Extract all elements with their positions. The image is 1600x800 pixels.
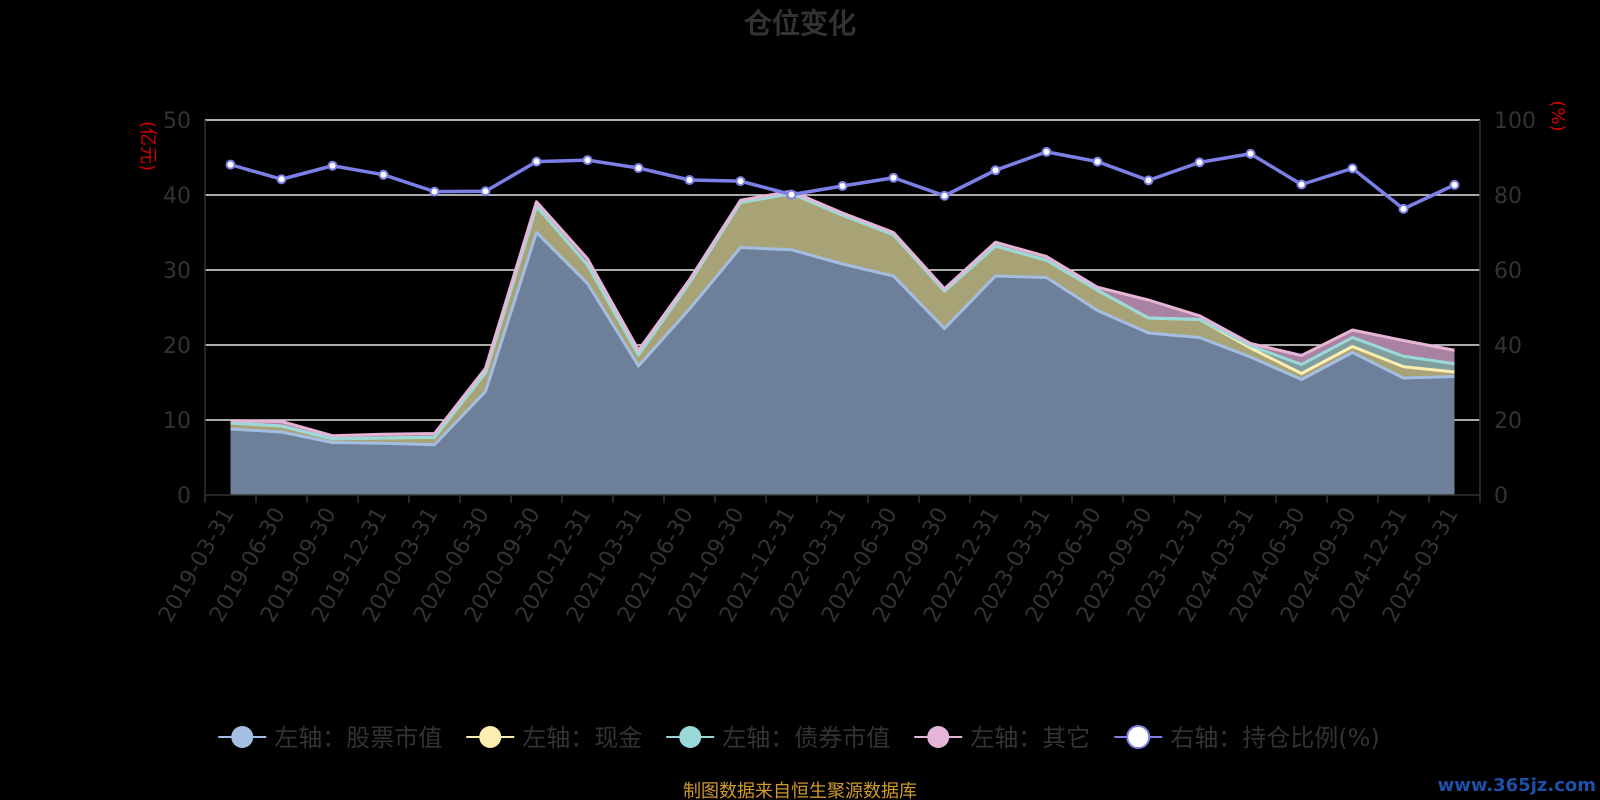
ratio-point [990,165,1001,176]
legend-marker [927,726,950,748]
ratio-point [1194,157,1205,168]
chart-title: 仓位变化 [744,7,856,40]
area-1 [230,232,1455,495]
ratio-point [429,186,440,197]
right-tick-label: 20 [1494,409,1522,434]
ratio-point [735,176,746,187]
ratio-point [1449,179,1460,190]
left-tick-label: 20 [163,334,191,359]
ratio-point [1347,163,1358,174]
left-tick-label: 40 [163,184,191,209]
ratio-point [888,172,899,183]
ratio-point [276,174,287,185]
ratio-point [1041,146,1052,157]
right-tick-label: 100 [1494,109,1536,134]
ratio-point [684,175,695,185]
data-source-note: 制图数据来自恒生聚源数据库 [683,781,917,800]
legend-item: 左轴：其它 [914,724,1090,752]
area-line-4 [230,189,1455,438]
ratio-point [1143,175,1154,186]
legend-label: 右轴：持仓比例(%) [1170,724,1380,752]
legend-marker [479,726,502,748]
legend-label: 左轴：其它 [970,724,1090,752]
ratio-line-series [225,146,1460,214]
legend-label: 左轴：债券市值 [722,724,890,752]
legend-label: 左轴：股票市值 [274,724,442,752]
ratio-point [1245,148,1256,159]
ratio-point [786,189,797,200]
ratio-point [837,181,848,191]
ratio-point [633,163,644,173]
right-tick-label: 60 [1494,259,1522,284]
legend-label: 左轴：现金 [522,724,642,752]
legend-marker [231,726,254,748]
ratio-point [531,156,542,167]
right-tick-label: 0 [1494,484,1508,509]
ratio-point [1296,179,1307,190]
ratio-line [230,150,1456,211]
legend-item: 左轴：债券市值 [666,724,890,752]
right-axis-unit: (%) [1547,100,1568,131]
left-tick-label: 50 [163,109,191,134]
watermark: www.365jz.com [1438,775,1596,796]
right-tick-label: 80 [1494,184,1522,209]
left-axis-unit: (亿元) [137,121,158,171]
legend-item: 左轴：现金 [466,724,642,752]
ratio-point [1092,156,1103,167]
left-tick-label: 0 [177,484,191,509]
ratio-point [582,155,593,166]
legend-marker [1126,725,1151,749]
area-line-3 [230,192,1455,441]
legend: 左轴：股票市值 左轴：现金 左轴：债券市值 左轴：其它 右轴：持仓比例(%) [218,724,1380,752]
right-tick-label: 40 [1494,334,1522,359]
legend-marker [679,726,702,748]
ratio-point [939,190,950,201]
stacked-areas [230,189,1455,495]
legend-item: 右轴：持仓比例(%) [1114,724,1380,752]
left-tick-label: 10 [163,409,191,434]
ratio-point [327,160,338,171]
ratio-point [1398,203,1409,214]
ratio-point [378,169,389,180]
ratio-point [225,159,236,170]
left-tick-label: 30 [163,259,191,284]
ratio-point [480,186,491,197]
legend-item: 左轴：股票市值 [218,724,442,752]
area-line-1 [230,231,1455,447]
